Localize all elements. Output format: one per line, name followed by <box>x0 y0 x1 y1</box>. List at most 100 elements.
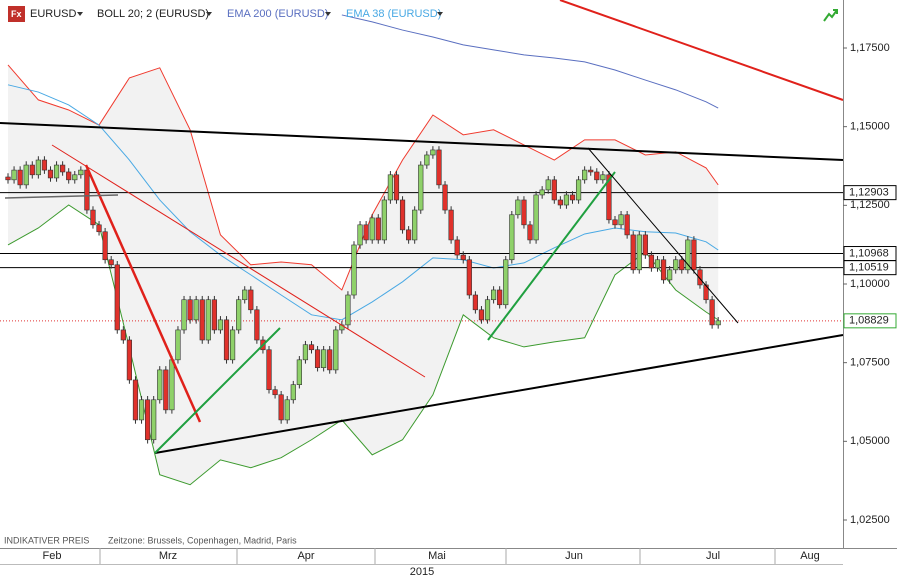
candle-body <box>151 399 157 441</box>
candle-body <box>29 164 35 176</box>
candle-body <box>533 194 539 241</box>
candle-body <box>223 319 230 361</box>
y-tick-label: 1,17500 <box>850 42 890 54</box>
candle-body <box>369 217 375 241</box>
candle-body <box>667 269 673 281</box>
candle-body <box>47 169 54 179</box>
candle-body <box>236 299 242 331</box>
candle-body <box>102 231 108 261</box>
candle-body <box>569 194 576 201</box>
candle-body <box>266 349 272 391</box>
legend-entry[interactable]: BOLL 20; 2 (EURUSD) <box>97 8 209 20</box>
candle-body <box>132 379 139 421</box>
candle-body <box>96 224 102 233</box>
candle-body <box>478 309 485 321</box>
candle-body <box>715 320 721 326</box>
candle-body <box>284 399 290 421</box>
candle-body <box>430 149 436 156</box>
legend-entry[interactable]: EMA 38 (EURUSD) <box>346 8 441 20</box>
candle-body <box>612 219 618 226</box>
candle-body <box>205 299 211 341</box>
dropdown-arrow[interactable] <box>437 12 443 16</box>
candle-body <box>211 299 217 331</box>
trend-line <box>84 164 202 423</box>
candle-body <box>606 174 612 221</box>
candle-body <box>254 309 260 341</box>
dropdown-arrow[interactable] <box>325 12 331 16</box>
candle-body <box>66 171 72 181</box>
trend-line <box>4 194 119 199</box>
x-tick-label: Apr <box>297 550 314 562</box>
candle-body <box>703 284 709 301</box>
candle-body <box>563 194 570 206</box>
candle-body <box>642 234 648 256</box>
candle-body <box>187 299 193 321</box>
candle-body <box>84 169 90 211</box>
candle-body <box>624 214 630 236</box>
candle-body <box>5 176 11 181</box>
candle-body <box>539 189 545 196</box>
x-tick-label: Feb <box>43 550 62 562</box>
candle-body <box>120 329 126 341</box>
x-tick-label: Jun <box>565 550 583 562</box>
candle-body <box>163 369 169 411</box>
candle-body <box>41 159 48 171</box>
candle-body <box>399 199 406 231</box>
y-tick-label: 1,10000 <box>850 278 890 290</box>
price-level-label: 1,10519 <box>849 262 889 274</box>
candle-body <box>296 359 302 385</box>
candle-body <box>497 289 503 306</box>
candle-body <box>175 329 181 361</box>
candle-body <box>636 234 642 271</box>
candle-body <box>490 289 497 301</box>
candle-body <box>333 329 339 371</box>
candle-body <box>521 199 527 226</box>
candle-body <box>157 369 163 401</box>
dropdown-arrow[interactable] <box>206 12 212 16</box>
candle-body <box>78 169 84 176</box>
candle-body <box>551 179 557 201</box>
candle-body <box>709 299 715 326</box>
candle-body <box>654 259 661 269</box>
candle-body <box>138 399 145 421</box>
candle-body <box>509 214 515 261</box>
trend-icon[interactable] <box>823 9 838 22</box>
candle-body <box>588 169 594 173</box>
candle-body <box>424 154 430 166</box>
candle-body <box>193 299 199 321</box>
trend-line <box>154 334 844 454</box>
candle-body <box>648 254 655 269</box>
candle-body <box>660 259 667 281</box>
candle-body <box>302 344 309 361</box>
symbol-label[interactable]: EURUSD <box>30 8 77 20</box>
candle-body <box>363 224 369 241</box>
candle-body <box>126 339 132 381</box>
dropdown-arrow[interactable] <box>77 12 83 16</box>
legend-entry[interactable]: EMA 200 (EURUSD) <box>227 8 328 20</box>
candle-body <box>351 244 357 296</box>
candle-body <box>466 259 472 296</box>
candle-body <box>472 294 478 311</box>
candle-body <box>442 184 448 211</box>
candle-body <box>229 329 236 361</box>
candle-body <box>527 224 533 241</box>
candle-body <box>600 174 606 181</box>
candle-body <box>290 384 296 401</box>
candle-body <box>387 174 394 201</box>
candle-body <box>35 159 41 176</box>
candle-body <box>321 349 327 368</box>
footer-label: Zeitzone: Brussels, Copenhagen, Madrid, … <box>108 535 297 545</box>
candle-body <box>314 349 321 368</box>
candle-body <box>691 239 697 271</box>
candle-body <box>436 149 442 186</box>
candle-body <box>181 299 187 331</box>
y-tick-label: 1,12500 <box>850 199 890 211</box>
plot-area <box>0 14 843 486</box>
candle-body <box>114 264 120 331</box>
candle-body <box>503 259 509 306</box>
trend-line <box>487 171 616 341</box>
price-level-box <box>843 185 897 201</box>
symbol-icon-text: Fx <box>11 9 22 19</box>
candle-body <box>448 209 454 241</box>
candle-body <box>630 234 636 271</box>
